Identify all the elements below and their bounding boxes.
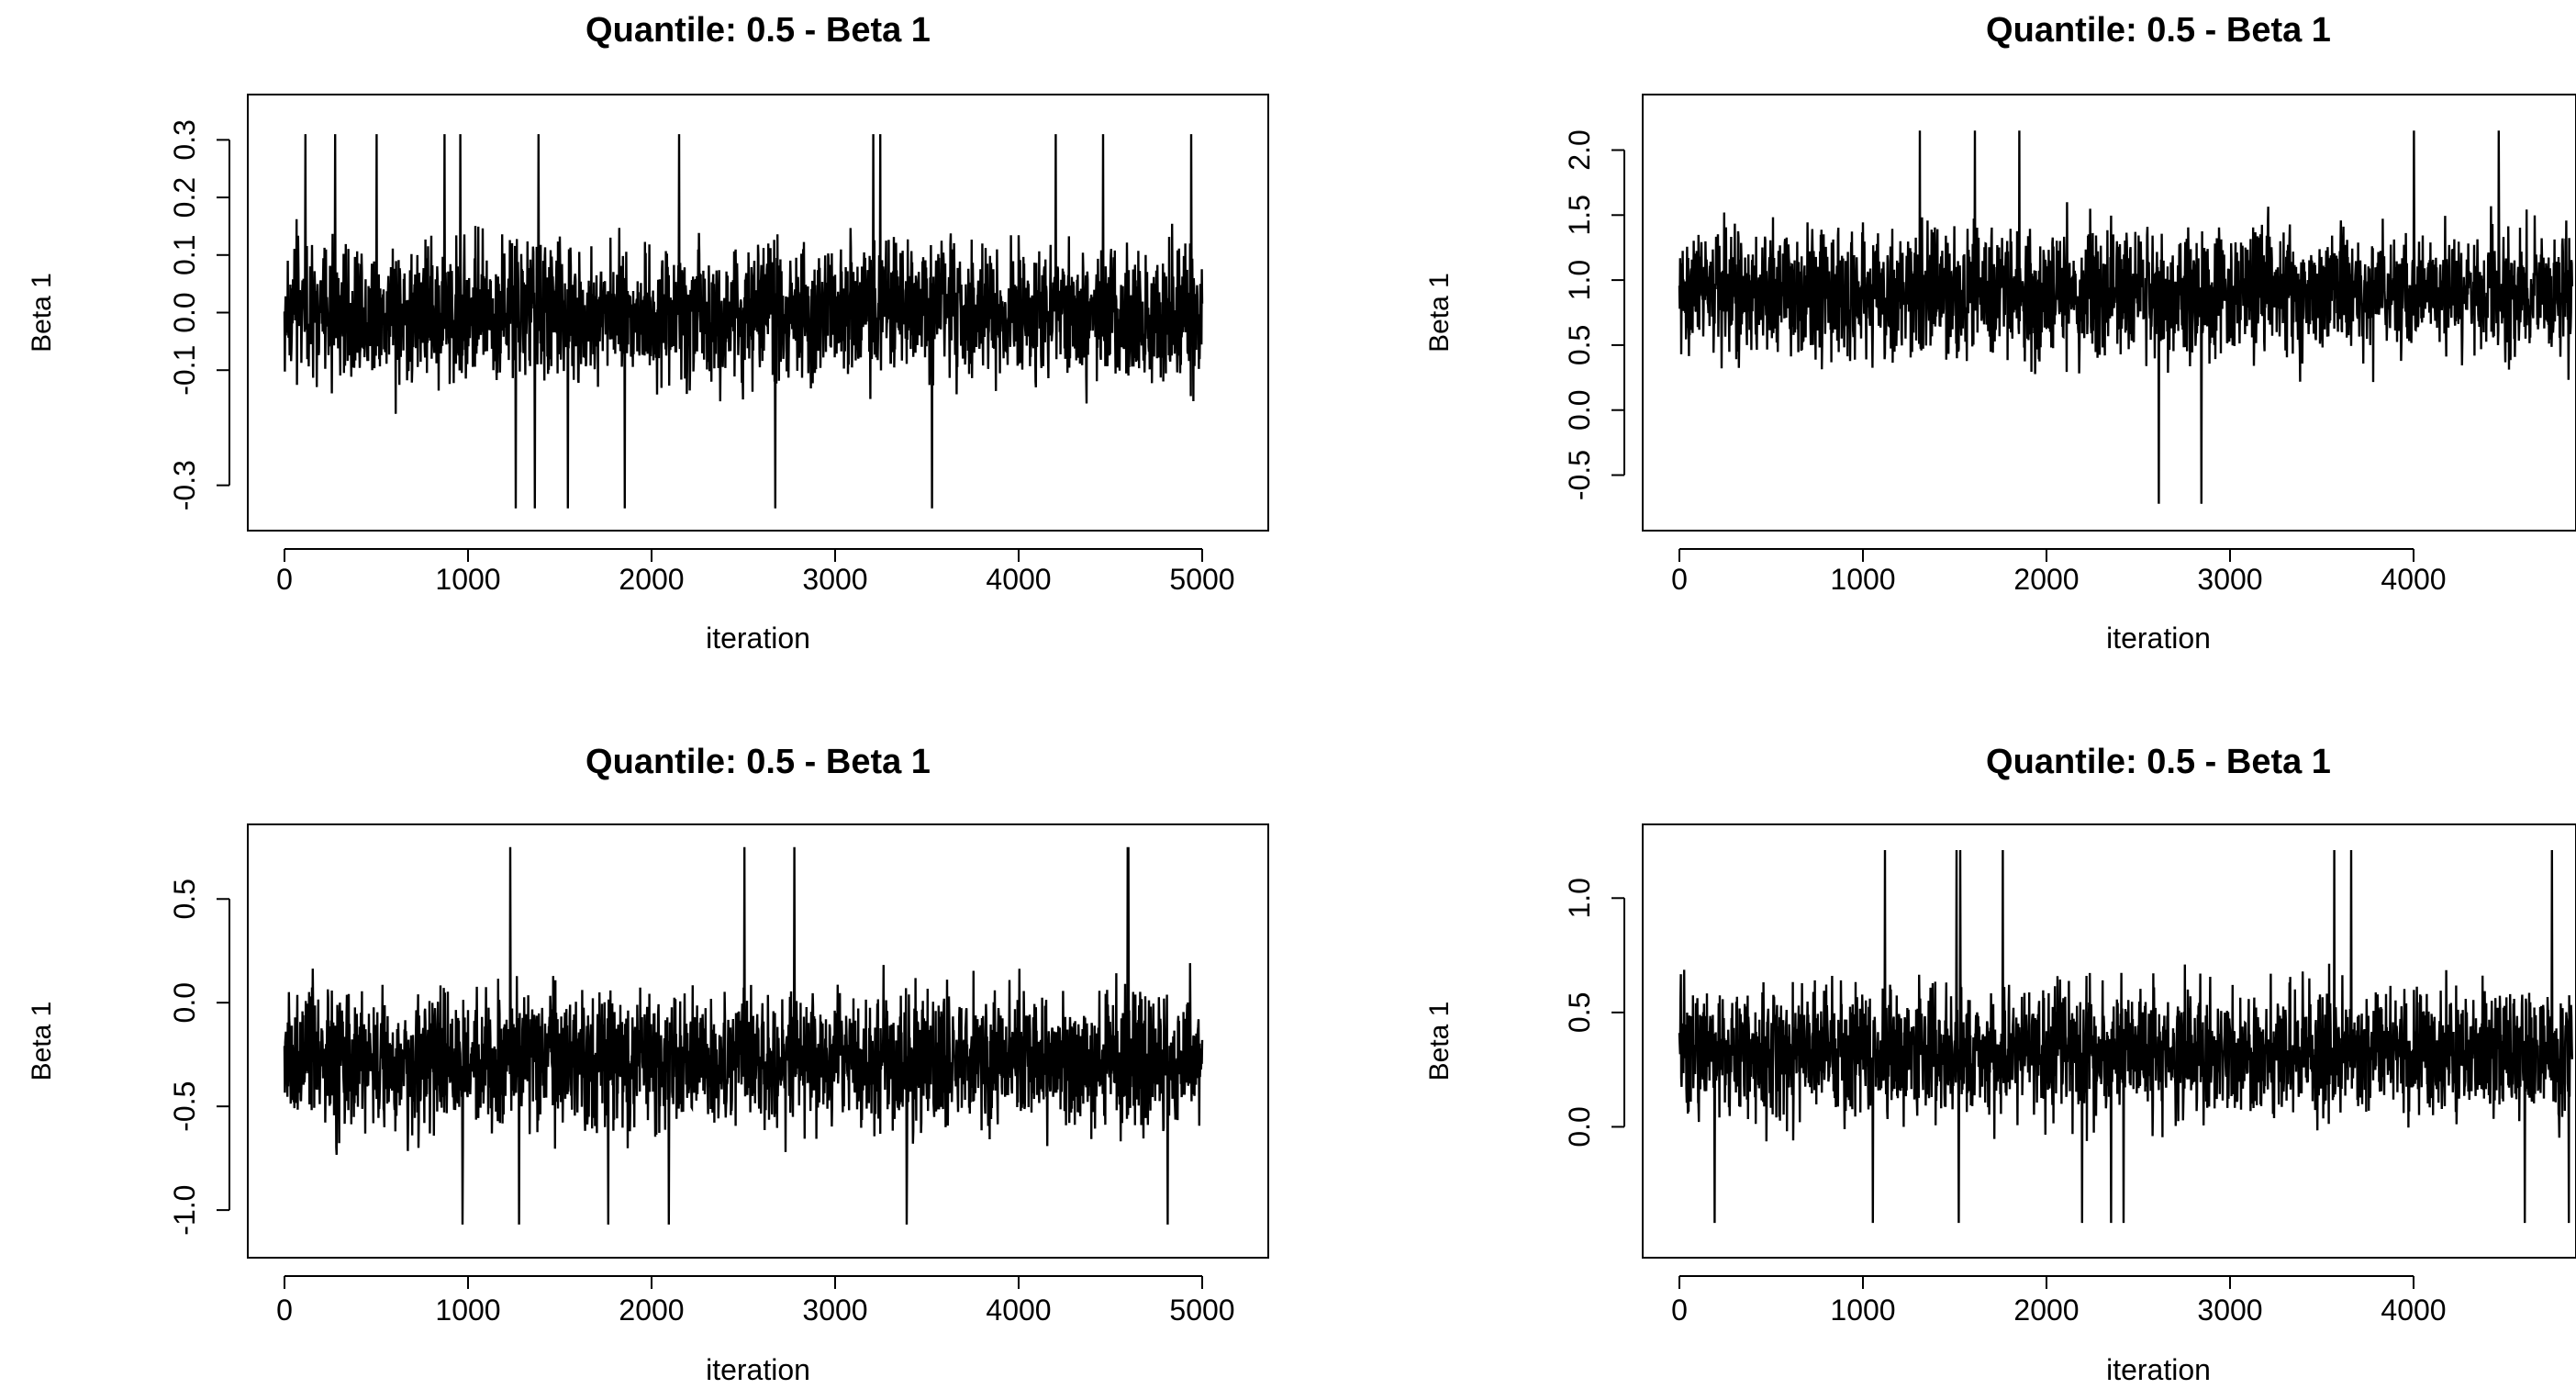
trace-panel-2: Quantile: 0.5 - Beta 1 0 1000 2000 3000 4000 -… <box>1424 11 2576 655</box>
chart-title: Quantile: 0.5 - Beta 1 <box>1986 11 2331 50</box>
trace-line <box>283 846 1204 1225</box>
chart-title: Quantile: 0.5 - Beta 1 <box>1986 743 2331 781</box>
y-tick-label: 0.2 <box>168 177 201 218</box>
plot-frame <box>247 94 1269 532</box>
y-tick-label: 0.3 <box>168 119 201 160</box>
y-axis-label: Beta 1 <box>1424 273 1455 353</box>
x-tick-label: 3000 <box>2197 1294 2262 1327</box>
y-tick-label: -0.5 <box>168 1081 201 1132</box>
x-tick-label: 4000 <box>2381 563 2446 596</box>
trace-line <box>283 134 1204 509</box>
plot-frame <box>247 823 1269 1259</box>
x-tick-label: 4000 <box>986 1294 1051 1327</box>
x-tick-label: 1000 <box>1830 1294 1895 1327</box>
plot-frame <box>1642 823 2576 1259</box>
x-axis-label: iteration <box>2106 622 2211 655</box>
trace-line <box>1678 130 2573 504</box>
x-axis-label: iteration <box>706 622 810 655</box>
x-tick-label: 4000 <box>2381 1294 2446 1327</box>
x-tick-label: 0 <box>276 1294 293 1327</box>
x-tick-label: 2000 <box>2013 563 2079 596</box>
y-tick-label: 0.0 <box>1563 389 1596 430</box>
y-tick-label: 0.0 <box>168 982 201 1023</box>
x-tick-label: 2000 <box>619 1294 684 1327</box>
y-tick-label: -0.3 <box>168 460 201 510</box>
x-axis-label: iteration <box>706 1353 810 1386</box>
y-axis-label: Beta 1 <box>27 1002 57 1081</box>
trace-line <box>1678 849 2573 1224</box>
y-tick-label: 0.0 <box>168 292 201 332</box>
x-tick-label: 0 <box>276 563 293 596</box>
y-tick-label: 0.1 <box>168 235 201 275</box>
x-tick-label: 5000 <box>1169 563 1234 596</box>
trace-panel-1: Quantile: 0.5 - Beta 1 0 1000 2000 3000 4000 5… <box>27 11 1269 655</box>
y-tick-label: -0.5 <box>1563 450 1596 500</box>
y-axis-label: Beta 1 <box>1424 1002 1455 1081</box>
x-tick-label: 0 <box>1671 563 1688 596</box>
trace-panel-3: Quantile: 0.5 - Beta 1 0 1000 2000 3000 4000 5… <box>27 743 1269 1386</box>
x-tick-label: 3000 <box>802 563 867 596</box>
x-tick-label: 5000 <box>1169 1294 1234 1327</box>
y-tick-label: 0.0 <box>1563 1106 1596 1147</box>
y-axis-label: Beta 1 <box>27 273 57 353</box>
x-tick-label: 4000 <box>986 563 1051 596</box>
trace-panel-4: Quantile: 0.5 - Beta 1 0 1000 2000 3000 4000 0… <box>1424 743 2576 1386</box>
y-tick-label: 0.5 <box>1563 325 1596 365</box>
x-tick-label: 1000 <box>435 563 500 596</box>
y-tick-label: 1.0 <box>1563 878 1596 918</box>
y-tick-label: 0.5 <box>1563 992 1596 1033</box>
x-tick-label: 3000 <box>802 1294 867 1327</box>
x-tick-label: 2000 <box>2013 1294 2079 1327</box>
x-tick-label: 0 <box>1671 1294 1688 1327</box>
y-tick-label: -0.1 <box>168 345 201 396</box>
chart-title: Quantile: 0.5 - Beta 1 <box>585 743 931 781</box>
x-tick-label: 3000 <box>2197 563 2262 596</box>
x-tick-label: 1000 <box>1830 563 1895 596</box>
chart-title: Quantile: 0.5 - Beta 1 <box>585 11 931 50</box>
x-tick-label: 2000 <box>619 563 684 596</box>
x-axis-label: iteration <box>2106 1353 2211 1386</box>
x-tick-label: 1000 <box>435 1294 500 1327</box>
y-tick-label: -1.0 <box>168 1185 201 1236</box>
y-tick-label: 2.0 <box>1563 129 1596 170</box>
y-tick-label: 1.0 <box>1563 260 1596 300</box>
y-tick-label: 0.5 <box>168 879 201 919</box>
y-tick-label: 1.5 <box>1563 195 1596 235</box>
plot-frame <box>1642 94 2576 532</box>
